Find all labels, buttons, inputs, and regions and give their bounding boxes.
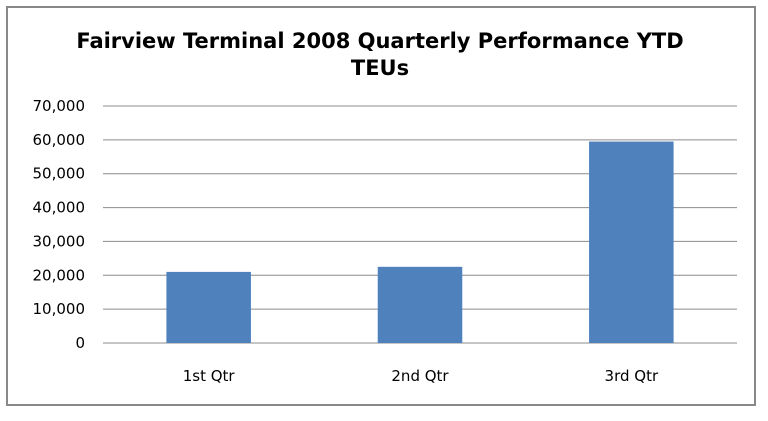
y-tick-label-6: 60,000 bbox=[33, 131, 86, 149]
chart-title-line-2: TEUs bbox=[351, 56, 409, 80]
x-tick-label-0: 1st Qtr bbox=[183, 367, 236, 385]
y-tick-label-5: 50,000 bbox=[33, 165, 86, 183]
bar-1st-qtr bbox=[166, 271, 251, 343]
y-axis-ticks: 0 10,000 20,000 30,000 40,000 50,000 60,000 70,… bbox=[33, 97, 86, 352]
y-tick-label-1: 10,000 bbox=[33, 300, 86, 318]
y-tick-label-3: 30,000 bbox=[33, 232, 86, 250]
bars bbox=[166, 141, 674, 343]
bar-3rd-qtr bbox=[589, 141, 674, 343]
y-tick-label-0: 0 bbox=[75, 334, 85, 352]
y-tick-label-7: 70,000 bbox=[33, 97, 86, 115]
y-tick-label-2: 20,000 bbox=[33, 266, 86, 284]
x-tick-label-1: 2nd Qtr bbox=[391, 367, 449, 385]
x-tick-label-2: 3rd Qtr bbox=[605, 367, 659, 385]
x-axis-ticks: 1st Qtr 2nd Qtr 3rd Qtr bbox=[183, 367, 659, 385]
y-tick-label-4: 40,000 bbox=[33, 199, 86, 217]
bar-2nd-qtr bbox=[377, 266, 463, 343]
chart-title-line-1: Fairview Terminal 2008 Quarterly Perform… bbox=[76, 29, 683, 53]
